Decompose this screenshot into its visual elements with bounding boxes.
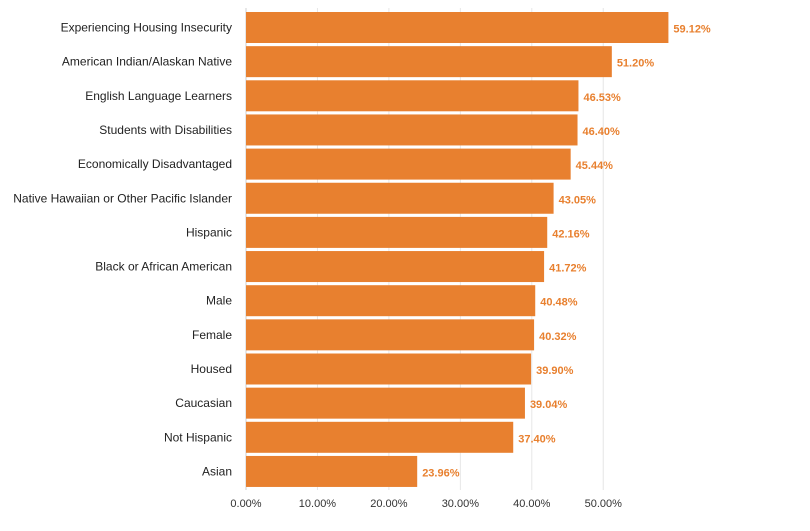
x-tick-label: 30.00% (442, 498, 480, 510)
bar (246, 216, 548, 248)
bar (246, 12, 669, 43)
x-tick-label: 0.00% (230, 498, 261, 510)
value-label: 51.20% (617, 58, 655, 70)
bars (246, 12, 669, 487)
labels: 0.00% 10.00% 20.00% 30.00% 40.00% 50.00% Exper… (13, 21, 711, 511)
bar (246, 455, 418, 487)
value-label: 37.40% (518, 433, 556, 445)
bar (246, 46, 612, 78)
bar (246, 285, 536, 317)
category-label: Black or African American (95, 260, 232, 274)
category-label: Experiencing Housing Insecurity (61, 21, 232, 35)
value-label: 39.90% (536, 365, 574, 377)
value-label: 40.32% (539, 331, 577, 343)
value-label: 59.12% (673, 24, 711, 36)
category-label: Housed (191, 362, 232, 376)
x-tick-label: 40.00% (513, 498, 551, 510)
value-label: 40.48% (540, 297, 578, 309)
value-label: 23.96% (422, 467, 460, 479)
category-label: Female (192, 328, 232, 342)
value-label: 46.40% (583, 126, 621, 138)
category-label: Native Hawaiian or Other Pacific Islande… (13, 191, 232, 205)
category-label: English Language Learners (85, 89, 232, 103)
category-label: Asian (202, 464, 232, 478)
bar (246, 353, 532, 385)
value-label: 46.53% (583, 92, 621, 104)
category-label: Economically Disadvantaged (78, 157, 232, 171)
value-label: 41.72% (549, 263, 587, 275)
category-label: Not Hispanic (164, 430, 232, 444)
bar (246, 251, 545, 283)
bar (246, 114, 578, 146)
value-label: 42.16% (552, 228, 590, 240)
x-tick-label: 10.00% (299, 498, 337, 510)
category-label: Hispanic (186, 225, 232, 239)
value-label: 39.04% (530, 399, 568, 411)
bar (246, 148, 571, 180)
bar (246, 80, 579, 112)
x-tick-label: 20.00% (370, 498, 408, 510)
bar (246, 421, 514, 453)
bar (246, 182, 554, 214)
x-tick-label: 50.00% (585, 498, 623, 510)
category-label: Students with Disabilities (99, 123, 232, 137)
bar (246, 387, 525, 419)
category-label: American Indian/Alaskan Native (62, 55, 232, 69)
category-label: Caucasian (175, 396, 232, 410)
bar (246, 319, 535, 351)
value-label: 43.05% (559, 194, 597, 206)
category-label: Male (206, 294, 232, 308)
value-label: 45.44% (576, 160, 614, 172)
